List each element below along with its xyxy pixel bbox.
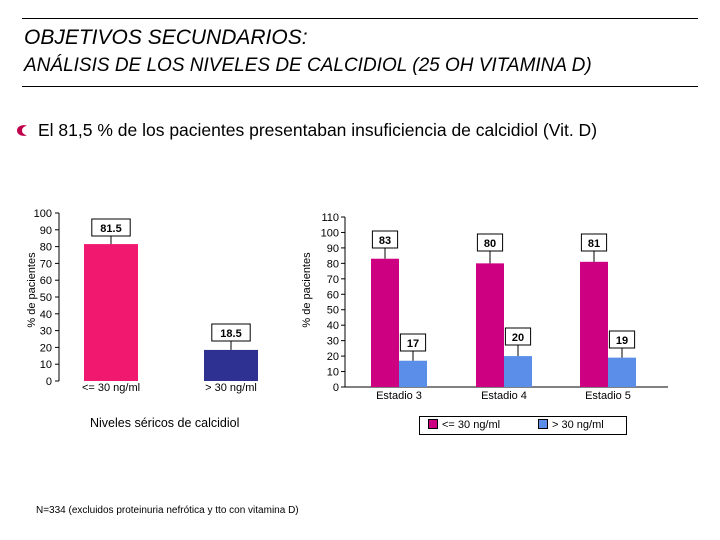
- chart1-y-tick-label: 20: [40, 342, 52, 354]
- bullet-text: El 81,5 % de los pacientes presentaban i…: [38, 120, 598, 140]
- chart2-data-label-2-0-box: [580, 233, 608, 252]
- chart2-y-tick-label: 20: [327, 351, 339, 363]
- chart2-bar-2-1: [608, 357, 636, 387]
- chart1-y-tick-label: 10: [40, 359, 52, 371]
- chart2-data-label-0-0: 83: [379, 235, 391, 247]
- chart2-y-tick-label: 80: [327, 258, 339, 270]
- chart2-y-tick-label: 100: [321, 227, 339, 239]
- chart2-data-label-0-1-box: [399, 333, 427, 352]
- legend-swatch-low: [428, 419, 438, 429]
- chart1-y-tick-label: 80: [40, 242, 52, 254]
- chart2-bar-2-0: [580, 261, 608, 387]
- chart2-data-label-1-0: 80: [484, 238, 496, 250]
- chart2-data-label-2-1-box: [608, 330, 636, 349]
- chart2-y-tick-label: 30: [327, 336, 339, 348]
- bullet-icon: [17, 125, 27, 136]
- chart2-y-tick-label: 70: [327, 274, 339, 286]
- chart2-bar-1-1: [504, 356, 532, 387]
- chart1-data-label-1-box: [211, 323, 251, 342]
- chart2-data-label-1-0-box: [476, 233, 504, 252]
- footnote: N=334 (excluidos proteinuria nefrótica y…: [36, 505, 299, 516]
- top-rule: [22, 18, 698, 19]
- chart1-y-tick-label: 40: [40, 309, 52, 321]
- legend-label-low: <= 30 ng/ml: [442, 419, 501, 431]
- chart1-y-axis-title: % de pacientes: [26, 252, 38, 328]
- legend-item-high: > 30 ng/ml: [538, 419, 604, 431]
- chart2-data-label-1-1: 20: [512, 332, 524, 344]
- chart2-data-label-0-1: 17: [407, 338, 419, 350]
- chart1-category-label-0: <= 30 ng/ml: [82, 382, 140, 394]
- chart2-y-tick-label: 10: [327, 367, 339, 379]
- chart2-data-label-1-1-box: [504, 327, 532, 346]
- legend-item-low: <= 30 ng/ml: [428, 419, 500, 431]
- chart2-data-label-0-0-box: [371, 230, 399, 249]
- chart2-bar-0-0: [371, 258, 399, 387]
- chart1-y-tick-label: 60: [40, 275, 52, 287]
- bottom-rule: [22, 86, 698, 87]
- chart2-y-tick-label: 0: [333, 382, 339, 394]
- chart1-data-label-0: 81.5: [100, 223, 121, 235]
- chart1-data-label-0-box: [91, 218, 131, 237]
- chart1-y-tick-label: 50: [40, 292, 52, 304]
- chart2-y-tick-label: 60: [327, 289, 339, 301]
- legend-label-high: > 30 ng/ml: [552, 419, 604, 431]
- chart1-x-axis-title: Niveles séricos de calcidiol: [90, 416, 240, 430]
- chart2-bar-1-0: [476, 263, 504, 387]
- legend-swatch-high: [538, 419, 548, 429]
- chart1-bar-0: [84, 244, 138, 381]
- page-subtitle: ANÁLISIS DE LOS NIVELES DE CALCIDIOL (25…: [24, 55, 592, 76]
- bullet-point: El 81,5 % de los pacientes presentaban i…: [16, 120, 597, 141]
- chart1-category-label-1: > 30 ng/ml: [205, 382, 257, 394]
- chart1-y-tick-label: 30: [40, 326, 52, 338]
- chart2-y-tick-label: 40: [327, 320, 339, 332]
- chart2-y-tick-label: 50: [327, 305, 339, 317]
- chart2-category-label-1: Estadio 4: [481, 390, 527, 402]
- chart2-category-label-0: Estadio 3: [376, 390, 422, 402]
- chart2-y-tick-label: 90: [327, 243, 339, 255]
- chart1-y-tick-label: 0: [46, 376, 52, 388]
- chart1-data-label-1: 18.5: [220, 328, 241, 340]
- chart2-y-axis-title: % de pacientes: [301, 252, 313, 328]
- chart2-data-label-2-1: 19: [616, 335, 628, 347]
- chart2-bar-0-1: [399, 360, 427, 387]
- chart1-bar-1: [204, 349, 258, 381]
- chart2-data-label-2-0: 81: [588, 238, 600, 250]
- chart1-y-tick-label: 70: [40, 258, 52, 270]
- chart2-category-label-2: Estadio 5: [585, 390, 631, 402]
- chart1-y-tick-label: 100: [34, 208, 52, 220]
- chart2-legend: <= 30 ng/ml > 30 ng/ml: [419, 416, 627, 435]
- chart2-y-tick-label: 110: [321, 212, 339, 224]
- page-title: OBJETIVOS SECUNDARIOS:: [24, 26, 308, 49]
- chart1-y-tick-label: 90: [40, 225, 52, 237]
